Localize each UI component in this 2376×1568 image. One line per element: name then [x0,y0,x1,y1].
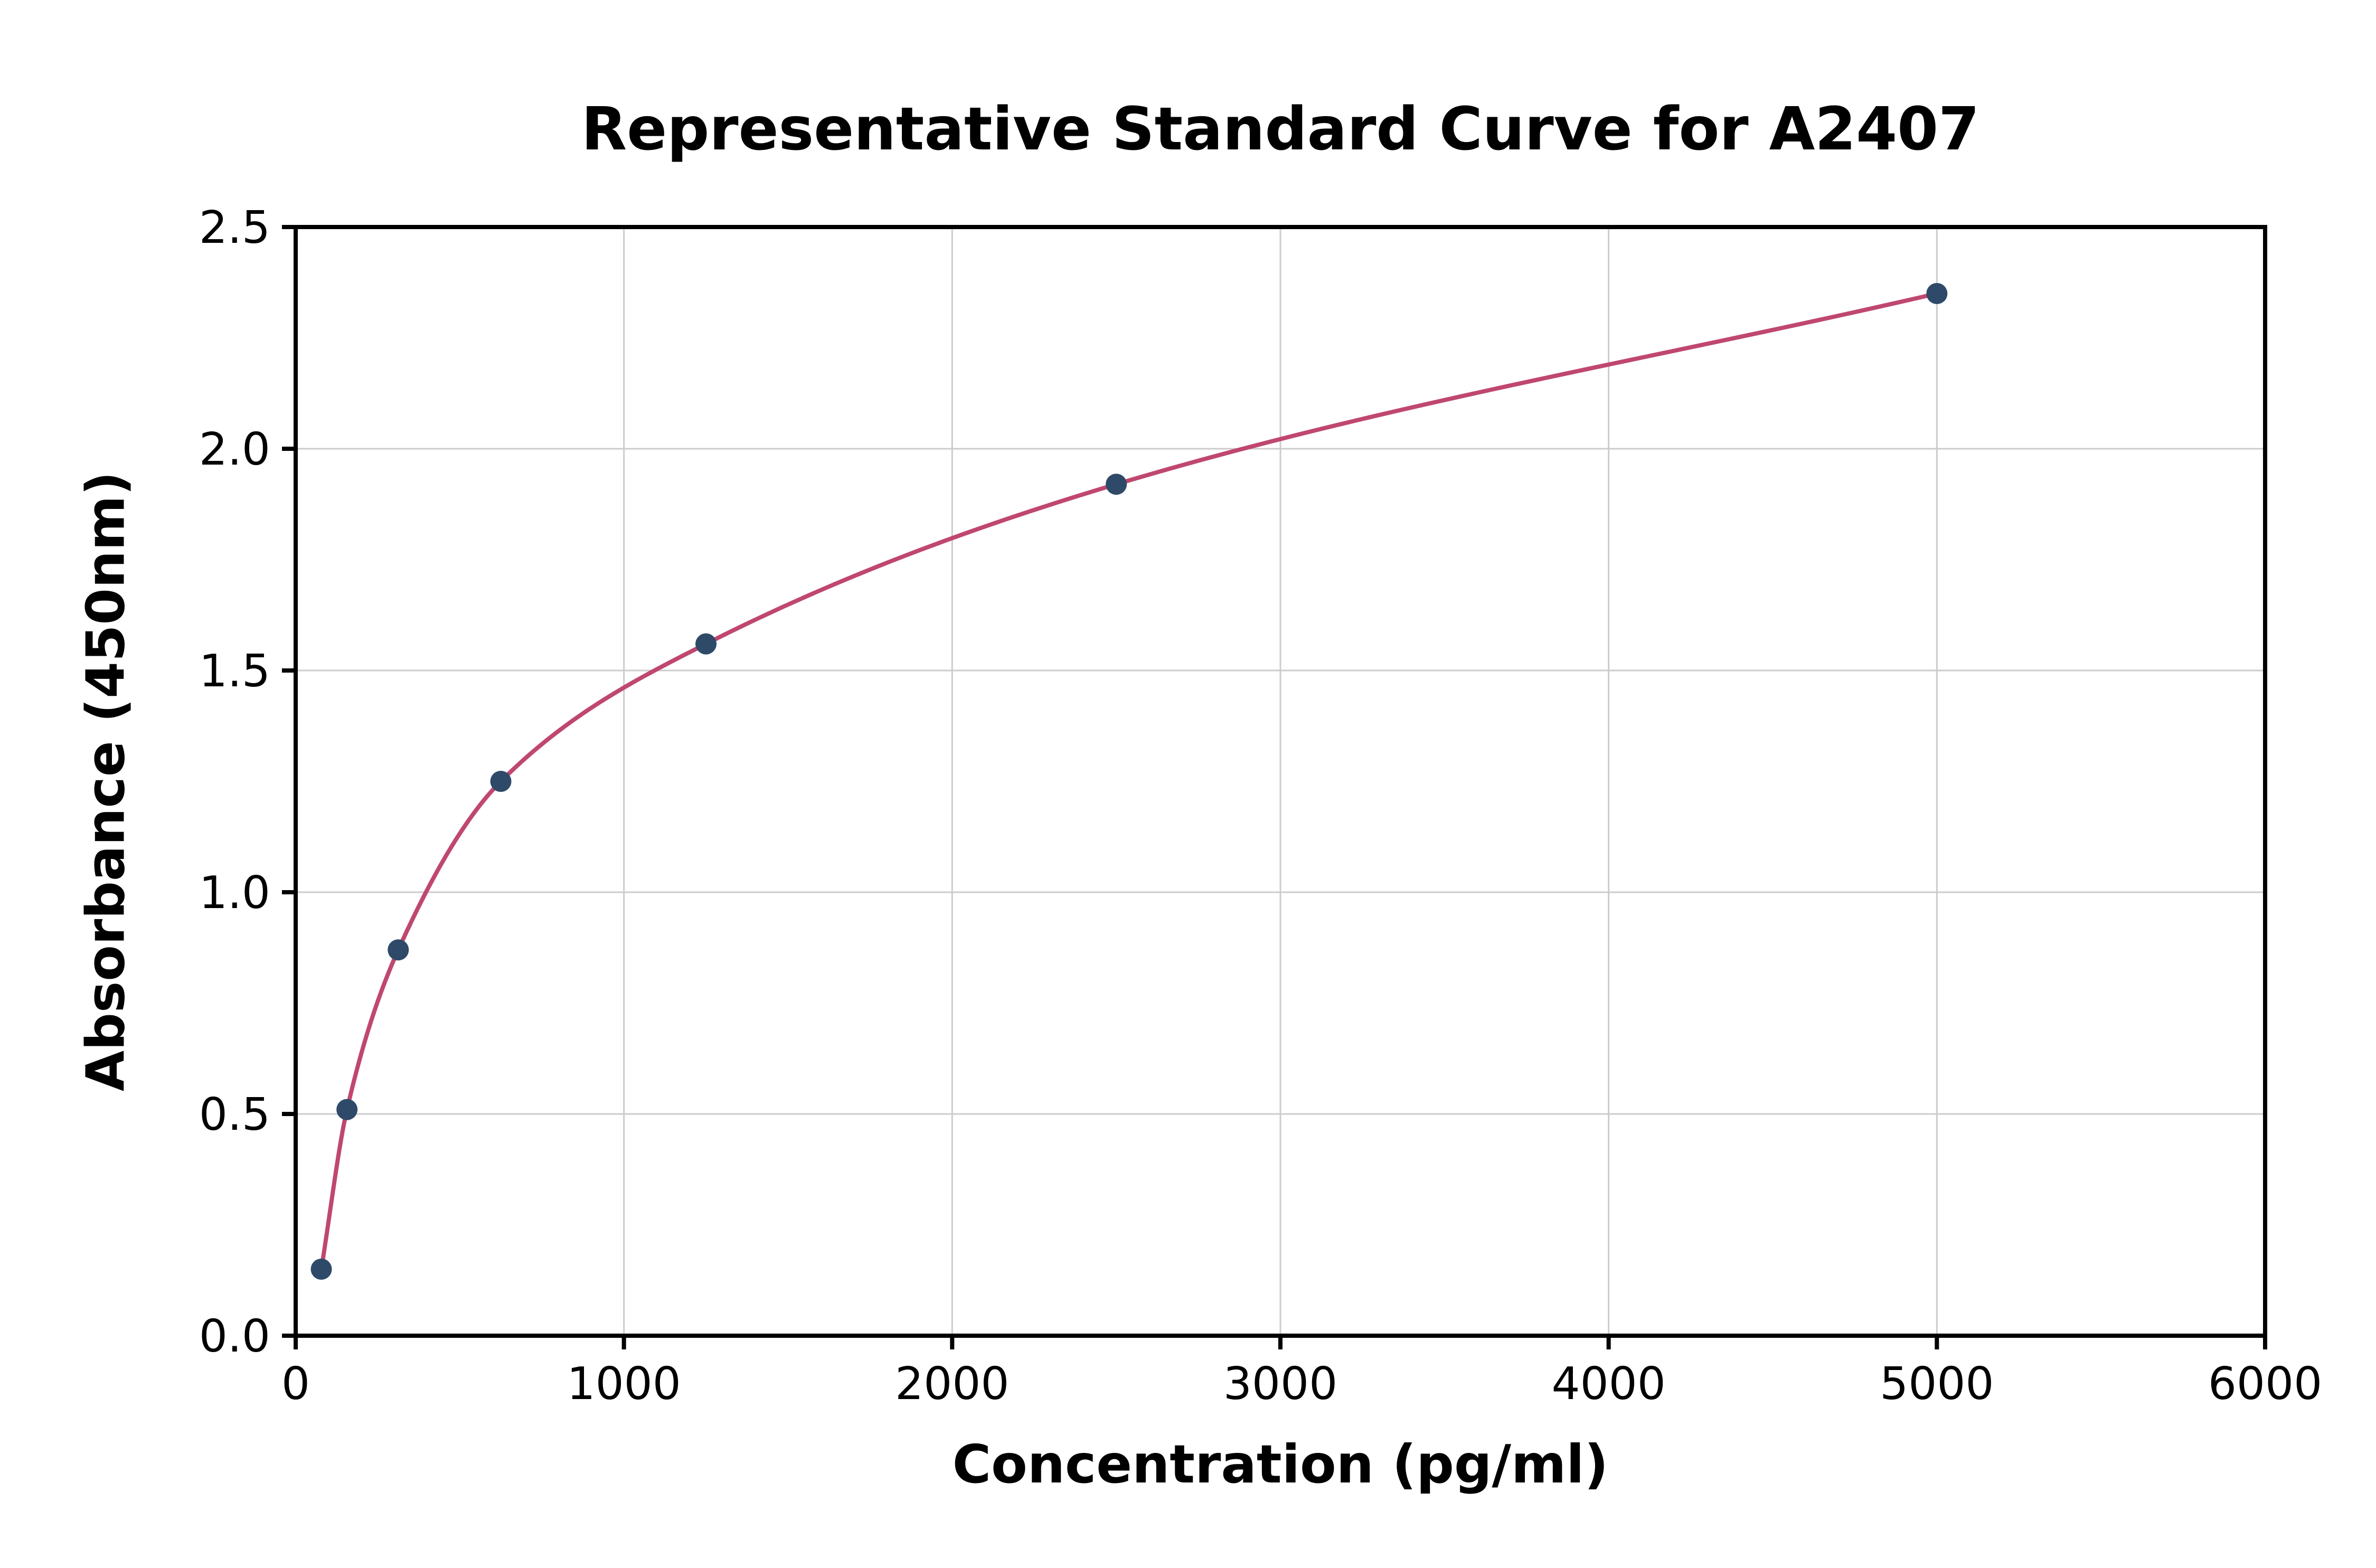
data-point [388,939,409,961]
y-axis-label: Absorbance (450nm) [74,471,137,1092]
y-tick-label: 0.0 [199,1310,270,1363]
x-tick-label: 2000 [895,1358,1009,1410]
x-tick-label: 4000 [1552,1358,1666,1410]
data-point [1106,474,1127,495]
fit-curve [319,291,1939,1271]
data-point [1926,283,1948,304]
x-tick-label: 1000 [567,1358,681,1410]
x-axis-label: Concentration (pg/ml) [952,1433,1609,1495]
y-tick-label: 2.5 [199,202,270,254]
y-tick-label: 2.0 [199,423,270,476]
x-tick-label: 0 [281,1358,310,1410]
data-point [336,1099,358,1120]
data-point [490,771,512,792]
x-tick-label: 6000 [2208,1358,2322,1410]
y-tick-label: 1.5 [199,645,270,697]
x-tick-label: 3000 [1223,1358,1337,1410]
chart-title: Representative Standard Curve for A2407 [581,95,1980,164]
y-tick-label: 0.5 [199,1089,270,1141]
y-tick-label: 1.0 [199,867,270,919]
x-tick-label: 5000 [1880,1358,1994,1410]
data-point [695,633,717,655]
data-point [310,1259,332,1280]
